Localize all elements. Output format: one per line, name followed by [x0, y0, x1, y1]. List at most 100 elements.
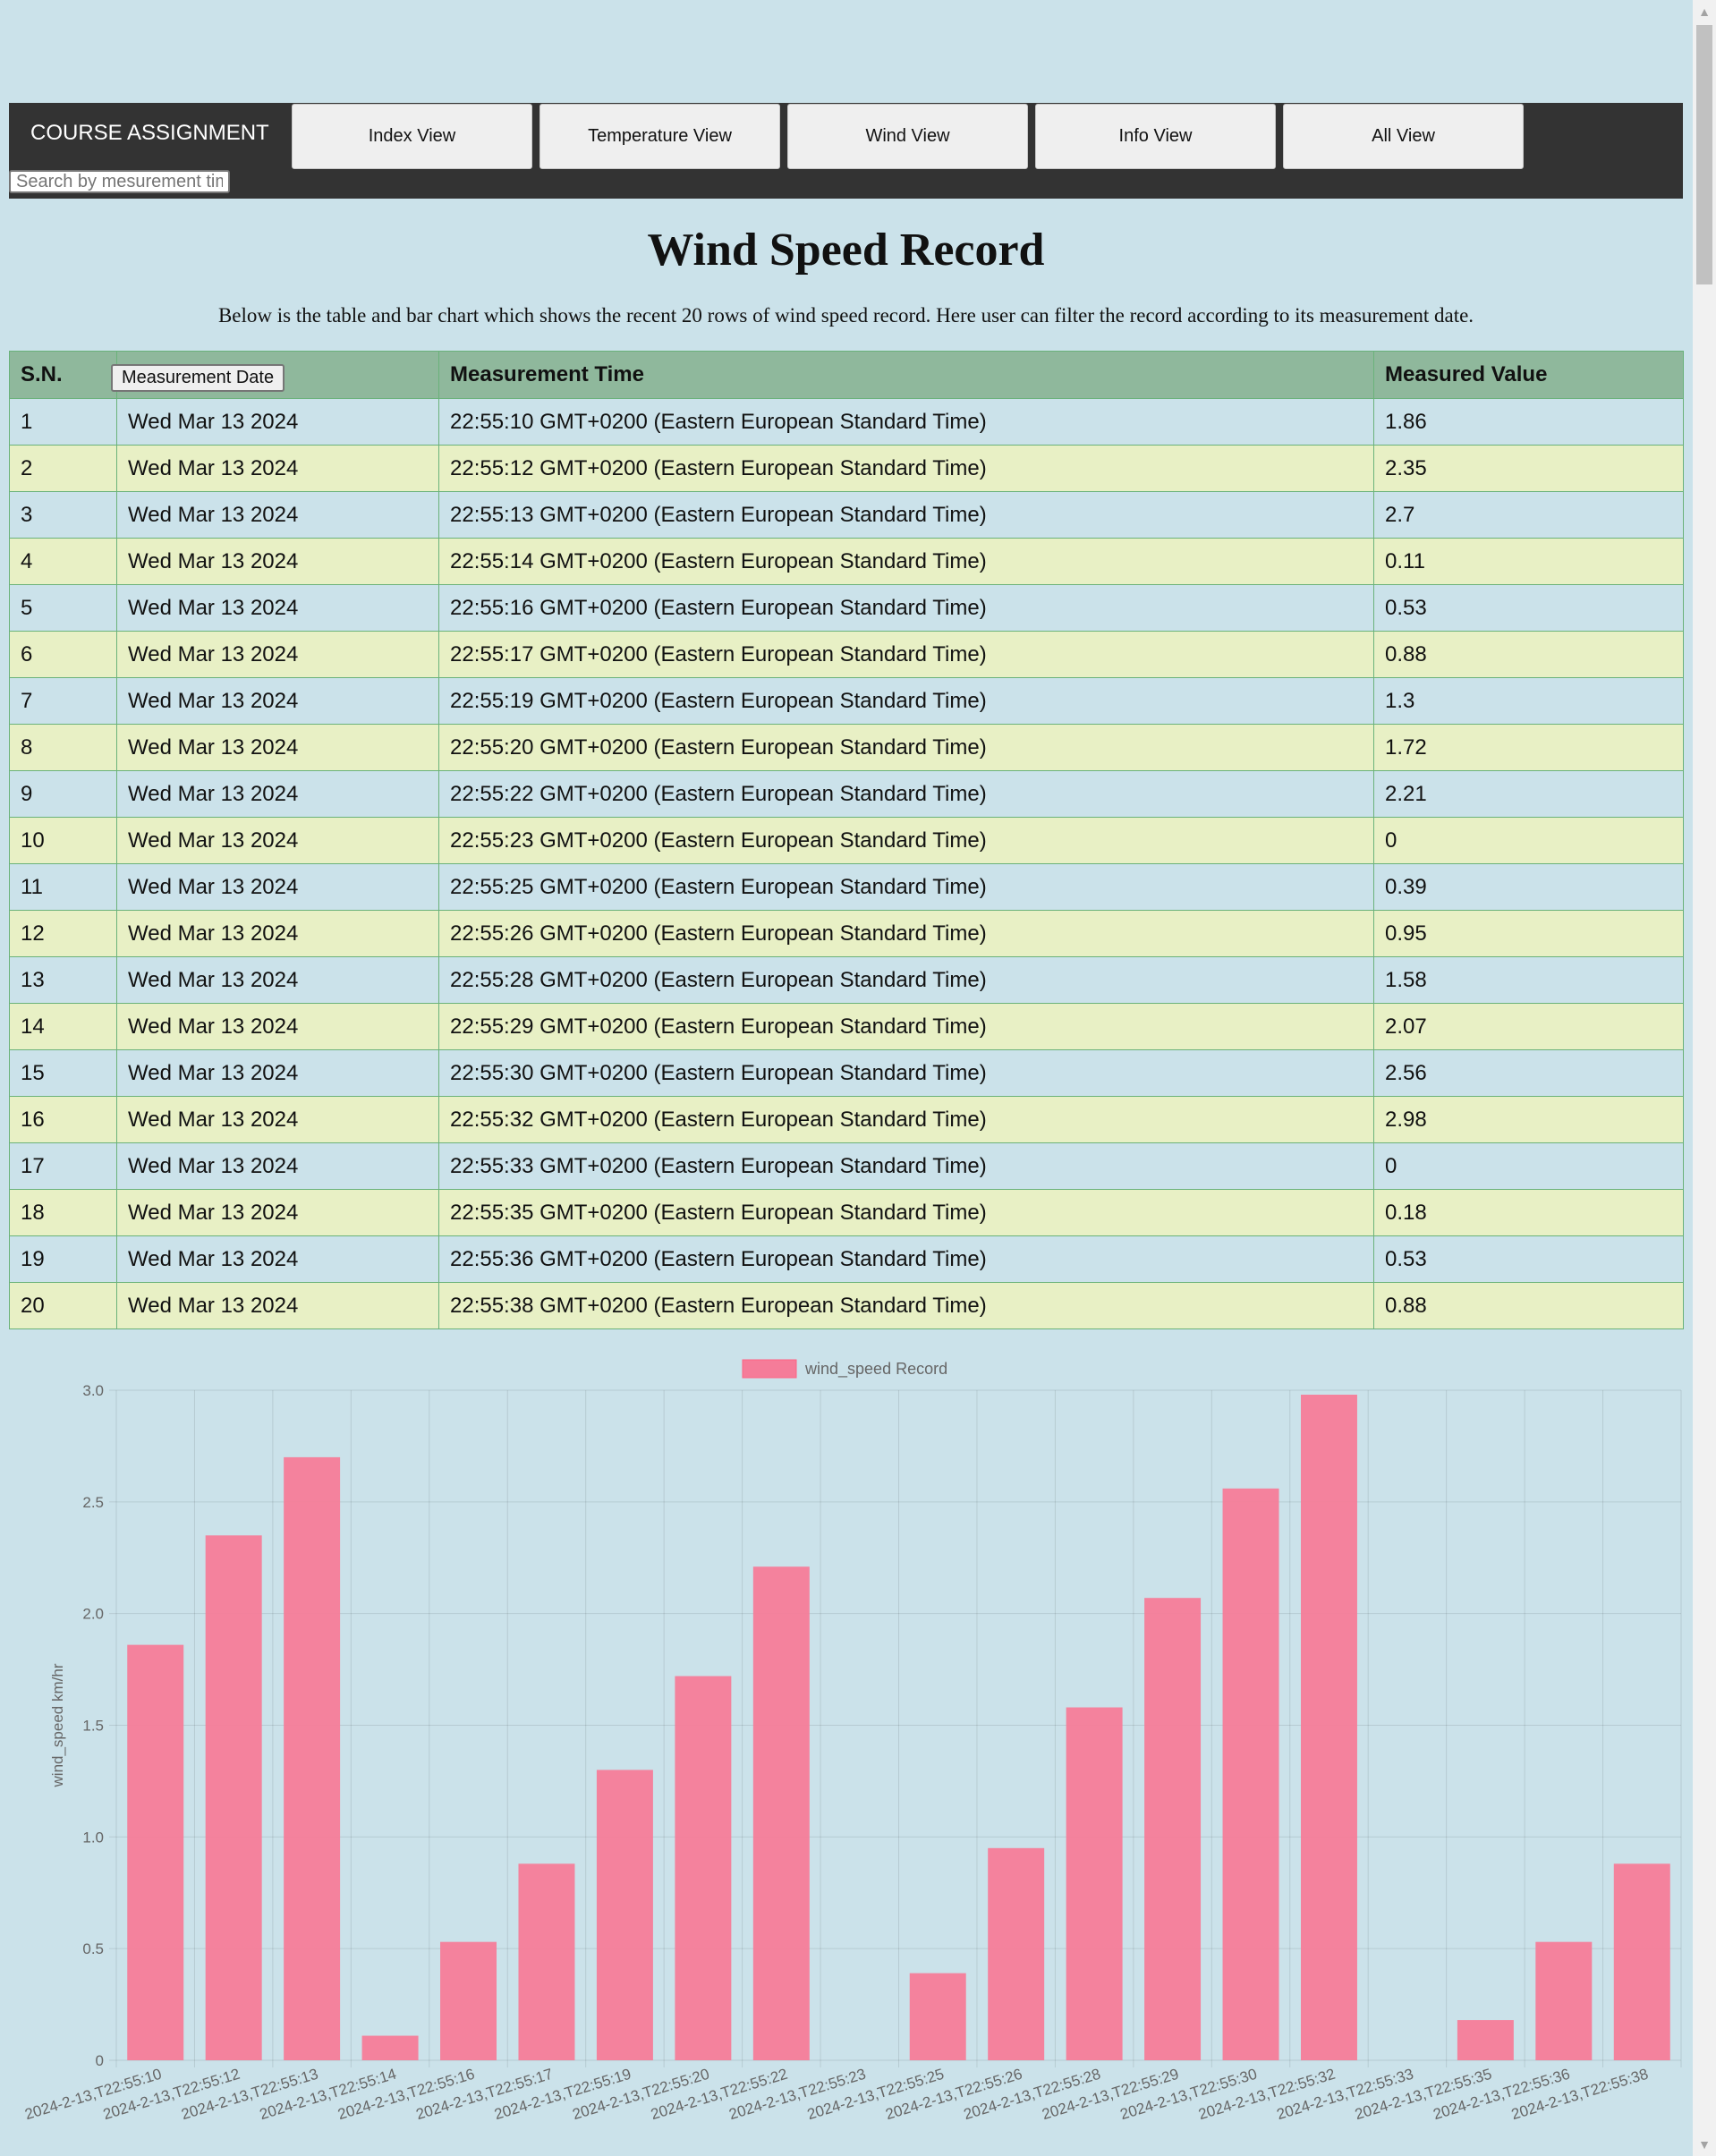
table-row: 16 Wed Mar 13 2024 22:55:32 GMT+0200 (East… — [9, 1096, 1684, 1143]
cell-measurement-date: Wed Mar 13 2024 — [116, 1142, 439, 1190]
cell-measured-value: 0.53 — [1373, 584, 1684, 632]
cell-measurement-time: 22:55:36 GMT+0200 (Eastern European Stan… — [438, 1235, 1374, 1283]
cell-measurement-date: Wed Mar 13 2024 — [116, 1003, 439, 1050]
y-tick-label: 2.5 — [82, 1494, 104, 1511]
y-tick-label: 0 — [96, 2052, 104, 2069]
cell-sn: 8 — [9, 724, 117, 771]
cell-measurement-date: Wed Mar 13 2024 — [116, 956, 439, 1004]
cell-measured-value: 0.95 — [1373, 910, 1684, 957]
cell-sn: 2 — [9, 445, 117, 492]
cell-sn: 16 — [9, 1096, 117, 1143]
cell-measurement-time: 22:55:12 GMT+0200 (Eastern European Stan… — [438, 445, 1374, 492]
table-row: 1 Wed Mar 13 2024 22:55:10 GMT+0200 (Easte… — [9, 398, 1684, 446]
cell-measurement-time: 22:55:29 GMT+0200 (Eastern European Stan… — [438, 1003, 1374, 1050]
wind-view-button[interactable]: Wind View — [787, 104, 1028, 169]
cell-measurement-time: 22:55:20 GMT+0200 (Eastern European Stan… — [438, 724, 1374, 771]
measurement-date-filter-button[interactable]: Measurement Date — [111, 363, 285, 392]
table-row: 9 Wed Mar 13 2024 22:55:22 GMT+0200 (Easte… — [9, 770, 1684, 818]
cell-measurement-date: Wed Mar 13 2024 — [116, 817, 439, 864]
cell-measurement-time: 22:55:35 GMT+0200 (Eastern European Stan… — [438, 1189, 1374, 1236]
table-body: 1 Wed Mar 13 2024 22:55:10 GMT+0200 (Easte… — [9, 398, 1684, 1329]
cell-measurement-date: Wed Mar 13 2024 — [116, 910, 439, 957]
cell-measurement-date: Wed Mar 13 2024 — [116, 584, 439, 632]
cell-measured-value: 0.88 — [1373, 631, 1684, 678]
chart-bar — [284, 1456, 341, 2060]
search-input[interactable] — [9, 170, 230, 193]
index-view-button[interactable]: Index View — [292, 104, 532, 169]
cell-measurement-time: 22:55:26 GMT+0200 (Eastern European Stan… — [438, 910, 1374, 957]
cell-measurement-time: 22:55:14 GMT+0200 (Eastern European Stan… — [438, 538, 1374, 585]
cell-measurement-time: 22:55:10 GMT+0200 (Eastern European Stan… — [438, 398, 1374, 446]
table-row: 11 Wed Mar 13 2024 22:55:25 GMT+0200 (East… — [9, 863, 1684, 911]
cell-measurement-time: 22:55:13 GMT+0200 (Eastern European Stan… — [438, 491, 1374, 539]
cell-sn: 14 — [9, 1003, 117, 1050]
chart-bar — [1613, 1863, 1670, 2060]
cell-measurement-date: Wed Mar 13 2024 — [116, 1189, 439, 1236]
cell-measurement-date: Wed Mar 13 2024 — [116, 677, 439, 725]
cell-measured-value: 2.7 — [1373, 491, 1684, 539]
cell-measurement-date: Wed Mar 13 2024 — [116, 631, 439, 678]
cell-measurement-date: Wed Mar 13 2024 — [116, 491, 439, 539]
header-measurement-time: Measurement Time — [438, 351, 1374, 399]
table-row: 2 Wed Mar 13 2024 22:55:12 GMT+0200 (Easte… — [9, 445, 1684, 492]
header-measurement-date: Measurement Date — [111, 351, 439, 399]
cell-measurement-date: Wed Mar 13 2024 — [116, 724, 439, 771]
cell-measured-value: 2.21 — [1373, 770, 1684, 818]
table-row: 4 Wed Mar 13 2024 22:55:14 GMT+0200 (Easte… — [9, 538, 1684, 585]
cell-sn: 17 — [9, 1142, 117, 1190]
table-row: 19 Wed Mar 13 2024 22:55:36 GMT+0200 (East… — [9, 1235, 1684, 1283]
cell-measured-value: 0 — [1373, 817, 1684, 864]
brand-title: COURSE ASSIGNMENT — [30, 121, 269, 145]
cell-measured-value: 0.53 — [1373, 1235, 1684, 1283]
chart-bar — [1144, 1598, 1202, 2060]
chart-bar — [988, 1847, 1045, 2060]
chart-bar — [1222, 1488, 1279, 2060]
cell-measurement-time: 22:55:19 GMT+0200 (Eastern European Stan… — [438, 677, 1374, 725]
chart-bar — [1535, 1941, 1593, 2060]
cell-measurement-date: Wed Mar 13 2024 — [116, 398, 439, 446]
y-tick-label: 2.0 — [82, 1606, 104, 1623]
table-header-row: S.N. Measurement Date Measurement Time M… — [9, 351, 1684, 399]
vertical-scrollbar[interactable]: ▲ ▼ — [1693, 0, 1716, 2156]
cell-measured-value: 1.3 — [1373, 677, 1684, 725]
cell-sn: 10 — [9, 817, 117, 864]
chart-bar — [909, 1973, 966, 2060]
temperature-view-button[interactable]: Temperature View — [539, 104, 780, 169]
chart-bar — [1457, 2020, 1514, 2060]
cell-measured-value: 0.88 — [1373, 1282, 1684, 1329]
info-view-button[interactable]: Info View — [1035, 104, 1276, 169]
cell-measured-value: 2.56 — [1373, 1049, 1684, 1097]
table-row: 5 Wed Mar 13 2024 22:55:16 GMT+0200 (Easte… — [9, 584, 1684, 632]
chart-bar — [1300, 1394, 1357, 2060]
cell-sn: 1 — [9, 398, 117, 446]
cell-sn: 13 — [9, 956, 117, 1004]
cell-measured-value: 2.07 — [1373, 1003, 1684, 1050]
table-row: 12 Wed Mar 13 2024 22:55:26 GMT+0200 (East… — [9, 910, 1684, 957]
all-view-button[interactable]: All View — [1283, 104, 1524, 169]
cell-sn: 6 — [9, 631, 117, 678]
cell-sn: 3 — [9, 491, 117, 539]
scroll-up-arrow-icon[interactable]: ▲ — [1698, 4, 1711, 19]
chart-bar — [1066, 1707, 1123, 2060]
cell-measured-value: 2.35 — [1373, 445, 1684, 492]
y-tick-label: 3.0 — [82, 1382, 104, 1399]
table-row: 7 Wed Mar 13 2024 22:55:19 GMT+0200 (Easte… — [9, 677, 1684, 725]
cell-sn: 12 — [9, 910, 117, 957]
chart-bar — [518, 1863, 575, 2060]
y-tick-label: 0.5 — [82, 1940, 104, 1957]
page-title: Wind Speed Record — [647, 225, 1045, 276]
cell-measurement-time: 22:55:33 GMT+0200 (Eastern European Stan… — [438, 1142, 1374, 1190]
legend-swatch — [742, 1359, 797, 1379]
chart-bar — [361, 2035, 419, 2060]
cell-measurement-date: Wed Mar 13 2024 — [116, 1096, 439, 1143]
cell-measured-value: 1.86 — [1373, 398, 1684, 446]
cell-measurement-date: Wed Mar 13 2024 — [116, 538, 439, 585]
bar-chart-svg: 00.51.01.52.02.53.02024-2-13,T22:55:1020… — [22, 1359, 1682, 2123]
cell-sn: 5 — [9, 584, 117, 632]
cell-measurement-date: Wed Mar 13 2024 — [116, 863, 439, 911]
scroll-down-arrow-icon[interactable]: ▼ — [1698, 2137, 1711, 2152]
scrollbar-thumb[interactable] — [1696, 25, 1712, 284]
cell-sn: 18 — [9, 1189, 117, 1236]
table-row: 18 Wed Mar 13 2024 22:55:35 GMT+0200 (East… — [9, 1189, 1684, 1236]
y-axis-label: wind_speed km/hr — [49, 1663, 66, 1787]
